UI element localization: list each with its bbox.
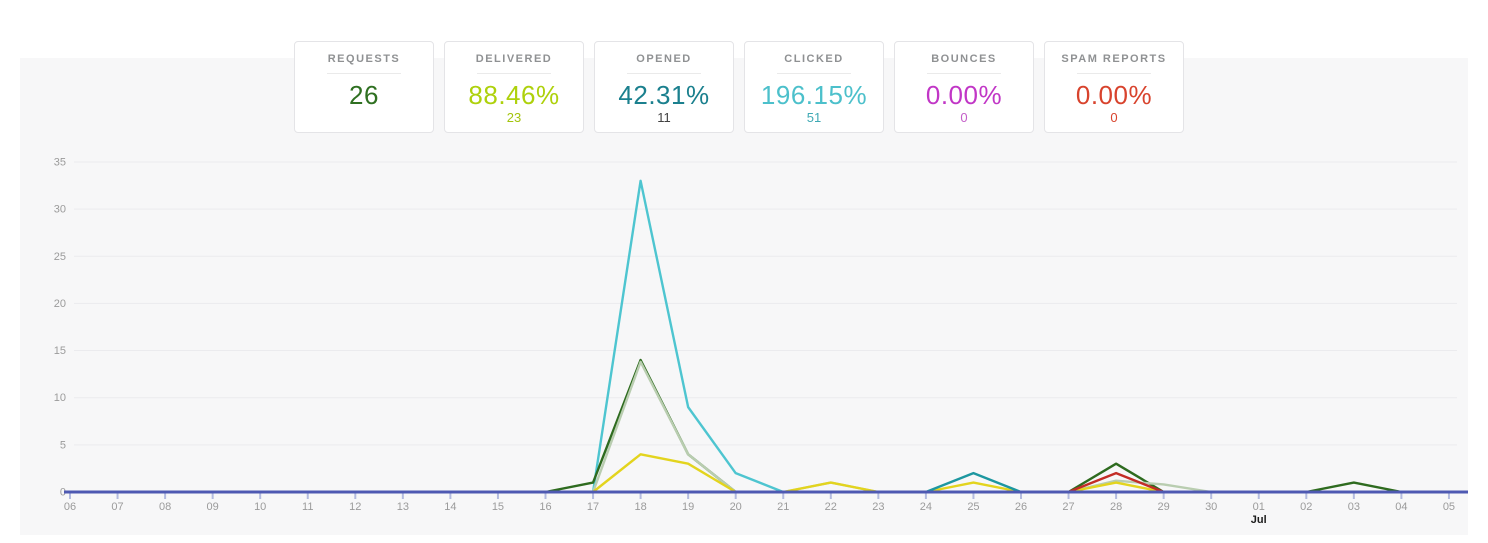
x-tick-label: 23 bbox=[872, 501, 884, 513]
spam-reports-sub-count: 0 bbox=[1110, 110, 1118, 125]
y-tick-label: 10 bbox=[54, 392, 66, 404]
x-tick-label: 15 bbox=[492, 501, 504, 513]
pale-sage-line bbox=[68, 360, 1451, 494]
x-tick-label: 08 bbox=[159, 501, 171, 513]
x-tick-label: 17 bbox=[587, 501, 599, 513]
x-tick-label: 11 bbox=[302, 501, 313, 513]
stat-card-delivered[interactable]: DELIVERED 88.46% 23 bbox=[444, 41, 584, 133]
card-title: REQUESTS bbox=[327, 53, 401, 65]
x-tick-label: 30 bbox=[1205, 501, 1217, 513]
x-tick-label: 07 bbox=[111, 501, 123, 513]
y-tick-label: 20 bbox=[54, 298, 66, 310]
chart-panel: 0 5 10 15 20 25 30 35 06 07 08 09 10 11 12 13 14 15 16 17 18… bbox=[20, 58, 1468, 535]
y-tick-label: 0 bbox=[60, 487, 66, 499]
x-tick-label: 24 bbox=[920, 501, 932, 513]
x-tick-label: 28 bbox=[1110, 501, 1122, 513]
card-divider bbox=[627, 73, 701, 74]
x-tick-label: 13 bbox=[397, 501, 409, 513]
x-tick-label: 21 bbox=[777, 501, 789, 513]
x-tick-label: 22 bbox=[825, 501, 837, 513]
card-title: CLICKED bbox=[784, 53, 844, 65]
bounces-sub-count: 0 bbox=[960, 110, 968, 125]
x-tick-label: 10 bbox=[254, 501, 266, 513]
x-tick-label: 03 bbox=[1348, 501, 1360, 513]
x-tick-label: 25 bbox=[967, 501, 979, 513]
month-label: Jul bbox=[1251, 514, 1267, 526]
metric-cards-row: REQUESTS 26 DELIVERED 88.46% 23 OPENED 4… bbox=[294, 41, 1184, 133]
x-tick-label: 18 bbox=[634, 501, 646, 513]
card-title: OPENED bbox=[636, 53, 692, 65]
card-divider bbox=[327, 73, 401, 74]
y-tick-label: 5 bbox=[60, 439, 66, 451]
opened-sub-count: 11 bbox=[657, 110, 671, 125]
opened-value: 42.31% bbox=[618, 80, 710, 110]
stat-card-spam-reports[interactable]: SPAM REPORTS 0.00% 0 bbox=[1044, 41, 1184, 133]
y-tick-label: 15 bbox=[54, 345, 66, 357]
dark-green-line bbox=[68, 358, 1451, 494]
spam-reports-value: 0.00% bbox=[1075, 80, 1153, 110]
stat-card-bounces[interactable]: BOUNCES 0.00% 0 bbox=[894, 41, 1034, 133]
x-tick-label: 27 bbox=[1062, 501, 1074, 513]
card-title: DELIVERED bbox=[475, 53, 553, 65]
x-tick-label: 05 bbox=[1443, 501, 1455, 513]
requests-value: 26 bbox=[349, 80, 379, 110]
bounces-value: 0.00% bbox=[925, 80, 1003, 110]
delivered-sub-count: 23 bbox=[506, 110, 522, 125]
y-tick-label: 25 bbox=[54, 251, 66, 263]
x-tick-label: 29 bbox=[1158, 501, 1170, 513]
x-tick-label: 12 bbox=[349, 501, 361, 513]
card-divider bbox=[927, 73, 1001, 74]
clicked-value: 196.15% bbox=[760, 80, 868, 110]
y-tick-label: 35 bbox=[54, 156, 66, 168]
x-tick-label: 19 bbox=[682, 501, 694, 513]
x-tick-label: 20 bbox=[730, 501, 742, 513]
yellow-line bbox=[68, 453, 1451, 494]
x-tick-label: 09 bbox=[207, 501, 219, 513]
card-title: BOUNCES bbox=[931, 53, 997, 65]
stat-card-clicked[interactable]: CLICKED 196.15% 51 bbox=[744, 41, 884, 133]
x-tick-label: 26 bbox=[1015, 501, 1027, 513]
card-divider bbox=[777, 73, 851, 74]
x-tick-label: 01 bbox=[1253, 501, 1265, 513]
card-divider bbox=[1077, 73, 1151, 74]
x-tick-label: 14 bbox=[444, 501, 456, 513]
x-tick-label: 02 bbox=[1300, 501, 1312, 513]
stat-card-requests[interactable]: REQUESTS 26 bbox=[294, 41, 434, 133]
clicked-sub-count: 51 bbox=[806, 110, 822, 125]
y-tick-label: 30 bbox=[54, 204, 66, 216]
x-tick-label: 04 bbox=[1395, 501, 1407, 513]
card-divider bbox=[477, 73, 551, 74]
stat-card-opened[interactable]: OPENED 42.31% 11 bbox=[594, 41, 734, 133]
card-title: SPAM REPORTS bbox=[1061, 53, 1167, 65]
requests-sub-count bbox=[295, 110, 433, 126]
x-tick-label: 06 bbox=[64, 501, 76, 513]
x-tick-label: 16 bbox=[539, 501, 551, 513]
delivered-value: 88.46% bbox=[468, 80, 560, 110]
